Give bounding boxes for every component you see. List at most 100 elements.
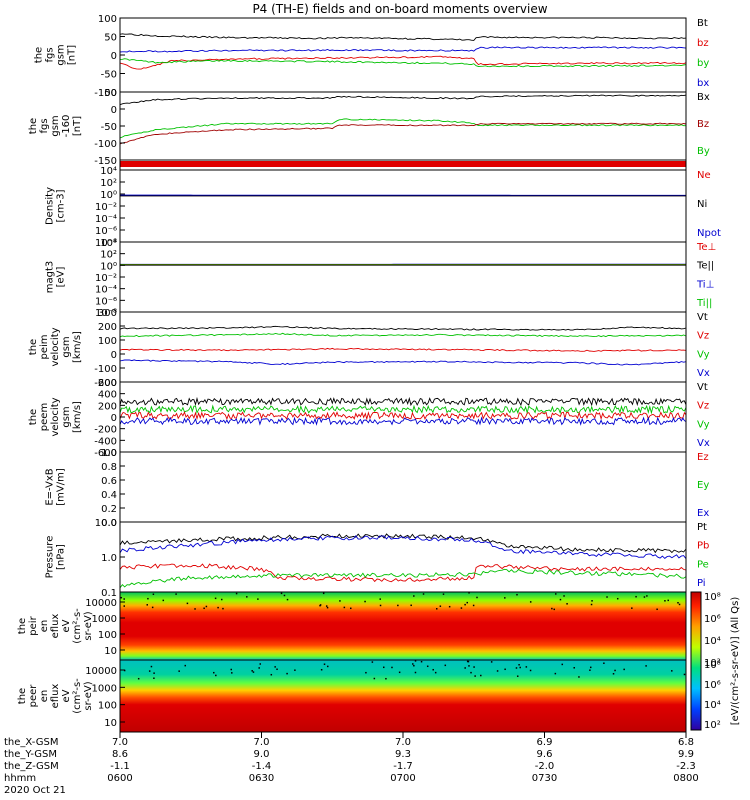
- magt3-legend-Te⊥: Te⊥: [696, 242, 716, 253]
- peir-speck: [656, 608, 658, 611]
- xaxis-X-value: 7.0: [254, 737, 270, 748]
- peir-speck: [379, 604, 382, 607]
- fgs-gsm-ylabel-line: fgs: [45, 47, 56, 62]
- efield-ytick-label: 0.6: [101, 476, 117, 487]
- peer-speck: [515, 667, 518, 669]
- peer-speck: [323, 663, 326, 665]
- peim-ytick-label: 100: [98, 336, 117, 347]
- peer-speck: [474, 675, 476, 677]
- peer-speck: [504, 668, 506, 671]
- xaxis-time-value: 0630: [249, 773, 274, 784]
- peir-speck: [152, 593, 155, 595]
- peir-speck: [326, 606, 329, 609]
- peer-speck: [529, 669, 532, 672]
- peir-speck: [631, 607, 633, 609]
- efield-ytick-label: 0.0: [101, 518, 117, 529]
- magt3-ytick-label: 10⁻⁸: [95, 308, 117, 319]
- peim-series-Vy: [119, 332, 687, 338]
- peim-ytick-label: 0: [111, 350, 117, 361]
- peer-speck: [326, 665, 329, 668]
- fgs-gse-series-By: [119, 118, 686, 139]
- peim-legend-Vy: Vy: [697, 349, 710, 360]
- peer-speck: [178, 670, 180, 672]
- fgs-gsm-series-bz: [119, 55, 687, 70]
- peem-ylabel-line: [km/s]: [72, 401, 83, 433]
- peer-speck: [413, 664, 415, 667]
- fgs-gse-legend-Bx: Bx: [697, 92, 710, 103]
- density-ytick-label: 10⁻⁶: [95, 226, 117, 237]
- pressure-ytick-label: 0.1: [101, 588, 117, 599]
- fgs-gsm-ytick-label: 0: [111, 51, 117, 62]
- peem-ylabel-line: gsm: [61, 406, 72, 427]
- magt3-ytick-label: 10⁰: [100, 261, 117, 272]
- xaxis-Y-value: 9.3: [395, 749, 411, 760]
- peir-speck: [472, 604, 475, 607]
- density-ytick-label: 10²: [100, 178, 117, 189]
- fgs-gse-legend-By: By: [697, 146, 710, 157]
- xaxis-Y-value: 9.0: [254, 749, 270, 760]
- peir-speck: [677, 602, 679, 604]
- peer-speck: [412, 663, 414, 665]
- fgs-gsm-ylabel-line: the: [34, 47, 45, 63]
- peer-speck: [365, 671, 367, 674]
- peir-speck: [460, 607, 463, 609]
- peir-speck: [422, 593, 425, 595]
- density-ytick-label: 10⁻²: [95, 202, 117, 213]
- peim-legend-Vt: Vt: [697, 312, 708, 323]
- fgs-gsm-legend-bz: bz: [697, 38, 709, 49]
- peir-ytick-label: 1000: [92, 614, 117, 625]
- peir-speck: [123, 605, 125, 607]
- peem-legend-Vx: Vx: [697, 438, 710, 449]
- peim-series-Vz: [119, 347, 687, 352]
- magt3-ylabel-line: [eV]: [56, 267, 67, 288]
- peer-speck: [466, 660, 469, 663]
- colorbar-label: [eV/(cm²-s-sr-eV)] (All Qs): [730, 597, 741, 726]
- peir-speck: [413, 595, 415, 597]
- efield-ylabel-line: [mV/m]: [56, 468, 67, 506]
- density-ylabel-line: Density: [45, 187, 56, 225]
- efield-frame: [119, 451, 687, 523]
- peer-speck: [496, 670, 499, 672]
- magt3-frame: [119, 241, 687, 313]
- peim-legend-Vx: Vx: [697, 368, 710, 379]
- fgs-gsm-ytick-label: -50: [101, 70, 117, 81]
- peim-ytick-label: 200: [98, 322, 117, 333]
- magt3-ytick-label: 10⁻²: [95, 273, 117, 284]
- magt3-ytick-label: 10⁻⁶: [95, 296, 117, 307]
- peer-speck: [385, 677, 387, 680]
- colorbar-tick-label: 10⁶: [704, 680, 721, 691]
- peir-speck: [286, 598, 289, 601]
- peir-speck: [606, 596, 608, 598]
- xaxis-X-value: 6.9: [537, 737, 553, 748]
- magt3-legend-Ti||: Ti||: [696, 298, 712, 309]
- peir-speck: [322, 592, 325, 595]
- fgs-gse-ytick-label: 0: [111, 105, 117, 116]
- magt3-ylabel-line: magt3: [45, 261, 56, 294]
- peim-ylabel-line: the: [28, 339, 39, 355]
- fgs-gsm-series-Bt: [119, 33, 687, 41]
- peer-speck: [480, 674, 482, 677]
- peer-speck: [519, 666, 521, 669]
- peim-series-Vx: [119, 359, 687, 366]
- peir-speck: [664, 600, 666, 602]
- peir-speck: [222, 607, 224, 610]
- peer-speck: [383, 666, 385, 669]
- fgs-gse-series-Bx: [119, 94, 687, 106]
- fgs-gse-legend-Bz: Bz: [697, 119, 709, 130]
- peer-speck: [371, 661, 374, 663]
- peir-speck: [175, 593, 177, 595]
- peer-speck: [683, 673, 686, 676]
- peer-ylabel-line: peer: [28, 684, 39, 708]
- peir-ylabel-line: peir: [28, 615, 39, 635]
- pressure-legend-Pi: Pi: [697, 578, 706, 589]
- peir-speck: [646, 595, 648, 597]
- peir-speck: [555, 593, 557, 595]
- pressure-legend-Pt: Pt: [697, 522, 707, 533]
- peer-speck: [123, 669, 126, 672]
- xaxis-Y-value: 9.9: [678, 749, 694, 760]
- xaxis-Z-value: -2.0: [535, 761, 555, 772]
- peem-ytick-label: -400: [94, 436, 117, 447]
- peir-speck: [364, 600, 366, 603]
- peer-speck: [470, 671, 472, 674]
- peir-speck: [504, 597, 506, 599]
